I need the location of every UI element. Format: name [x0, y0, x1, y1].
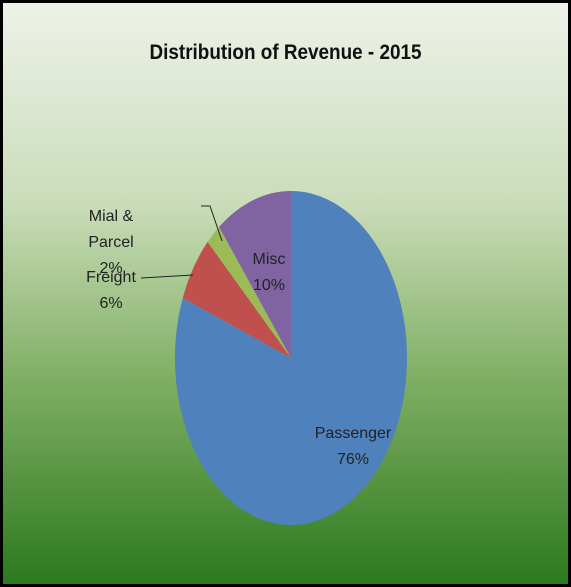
plot: [140, 191, 407, 526]
value-label: 6%: [99, 295, 123, 312]
chart-title: Distribution of Revenue - 2015: [149, 41, 422, 64]
value-label: 76%: [336, 451, 370, 468]
pie-slice: [207, 226, 291, 358]
data-label: Mial & Parcel 2%: [76, 204, 146, 282]
category-label: Mial & Parcel: [88, 208, 134, 251]
value-label: 2%: [99, 260, 123, 277]
data-label: Freight 6%: [76, 265, 146, 317]
category-label: Passenger: [314, 425, 392, 442]
leader-line: [201, 205, 223, 242]
pie-slice: [182, 241, 291, 358]
pie-slice: [219, 191, 291, 358]
category-label: Misc: [252, 251, 286, 268]
data-label: Passenger 76%: [293, 421, 413, 473]
pie-slice: [175, 191, 407, 526]
leader-line: [140, 274, 194, 279]
category-label: Freight: [86, 269, 136, 286]
value-label: 10%: [252, 277, 286, 294]
data-label: Misc 10%: [239, 247, 299, 299]
